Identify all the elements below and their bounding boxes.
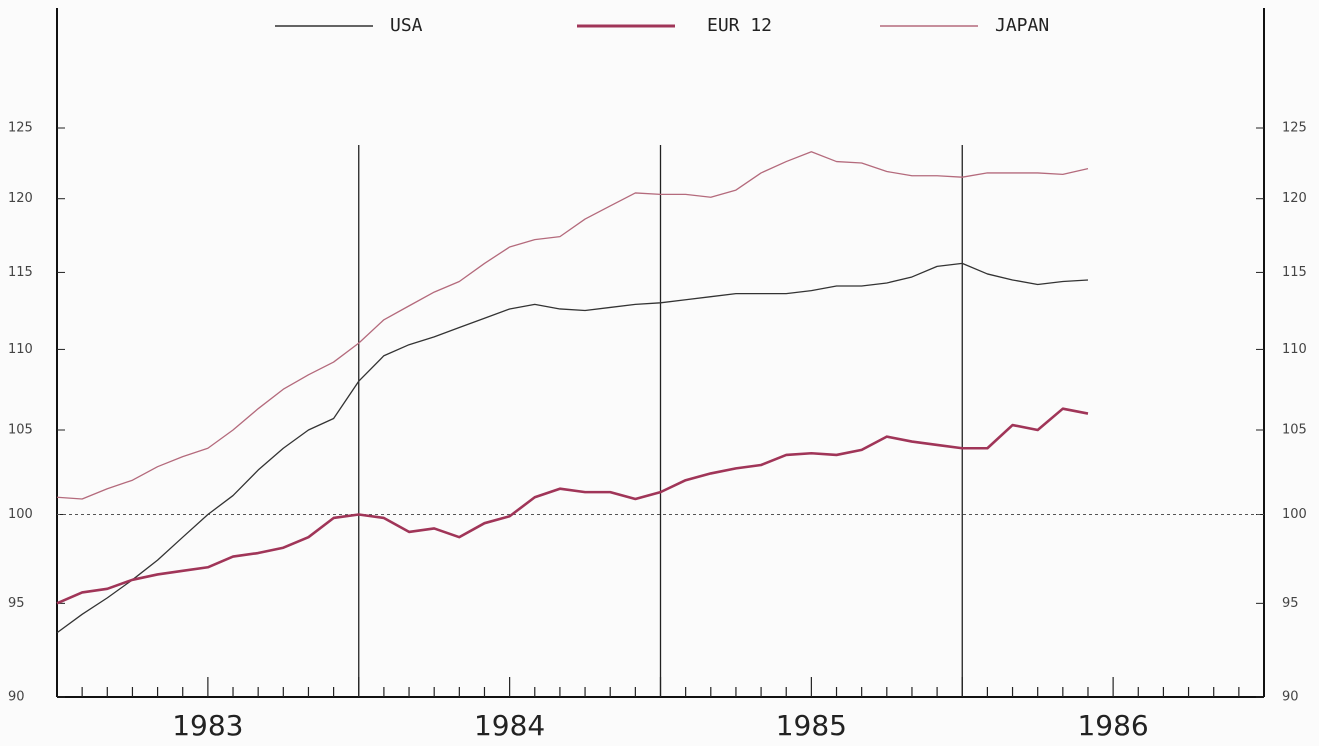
y-tick-label: 105: [8, 422, 33, 437]
y-tick-label: 95: [8, 596, 25, 611]
y-tick-label: 125: [8, 121, 33, 136]
x-tick-label: 1986: [1077, 709, 1148, 742]
y-tick-label-right: 95: [1282, 596, 1299, 611]
y-tick-label-right: 105: [1282, 422, 1307, 437]
legend-label: USA: [390, 15, 423, 36]
y-tick-label-right: 115: [1282, 265, 1307, 280]
y-tick-label-right: 100: [1282, 507, 1307, 522]
legend-label: EUR 12: [707, 15, 772, 36]
y-tick-label: 110: [8, 342, 33, 357]
x-tick-label: 1983: [172, 709, 243, 742]
y-tick-label: 115: [8, 265, 33, 280]
legend-label: JAPAN: [995, 15, 1049, 36]
y-tick-label-right: 90: [1282, 690, 1299, 705]
y-tick-label: 100: [8, 507, 33, 522]
series-line: [56, 407, 1089, 605]
y-tick-label: 90: [8, 690, 25, 705]
y-tick-label: 120: [8, 191, 33, 206]
series-line: [56, 262, 1089, 634]
x-tick-label: 1985: [776, 709, 847, 742]
series-line: [56, 151, 1089, 500]
y-tick-label-right: 125: [1282, 121, 1307, 136]
y-tick-label-right: 110: [1282, 342, 1307, 357]
x-tick-label: 1984: [474, 709, 545, 742]
y-tick-label-right: 120: [1282, 191, 1307, 206]
